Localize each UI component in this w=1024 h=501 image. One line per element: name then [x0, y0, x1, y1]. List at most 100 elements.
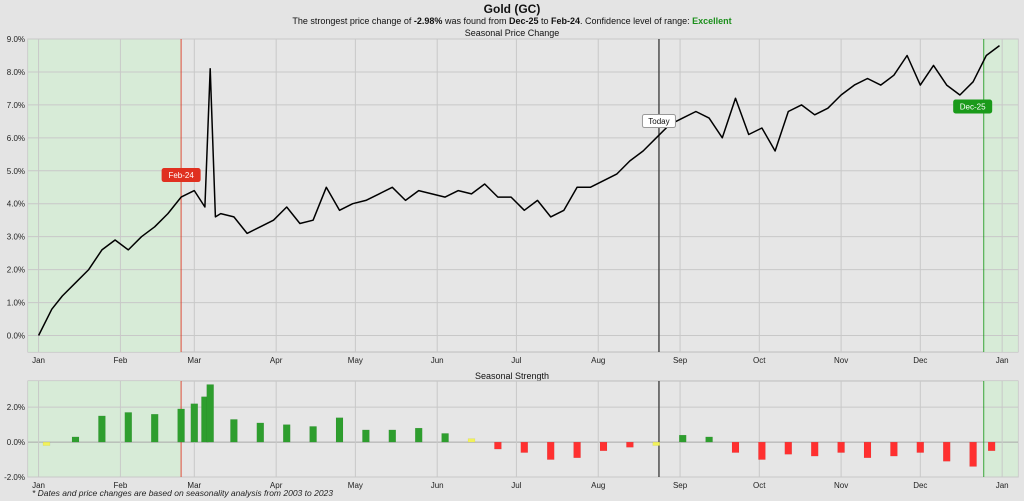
price-x-tick-label: May — [348, 356, 363, 365]
strength-x-tick-label: Jul — [511, 481, 521, 490]
chart-title: Gold (GC) — [483, 2, 541, 16]
strength-x-tick-label: Apr — [270, 481, 283, 490]
strength-bar — [943, 441, 951, 462]
subtitle-prefix: The strongest price change of — [292, 16, 414, 26]
price-y-tick-label: 0.0% — [7, 332, 25, 341]
price-x-tick-label: Apr — [270, 356, 283, 365]
strength-bar — [256, 422, 264, 443]
subtitle-to: Feb-24 — [551, 16, 581, 26]
subtitle-change: -2.98% — [413, 16, 443, 26]
subtitle-mid1: was found from — [442, 16, 509, 26]
subtitle-mid3: . Confidence level of range: — [580, 16, 693, 26]
subtitle-from: Dec-25 — [508, 16, 539, 26]
strength-bar — [731, 441, 740, 453]
price-highlight-start — [28, 39, 182, 352]
strength-bar — [467, 438, 476, 443]
strength-x-tick-label: Jan — [32, 481, 45, 490]
strength-x-tick-label: May — [348, 481, 363, 490]
price-y-tick-label: 2.0% — [7, 266, 25, 275]
price-panel-title: Seasonal Price Change — [464, 28, 560, 38]
price-x-tick-label: Aug — [591, 356, 605, 365]
price-x-tick-label: Sep — [673, 356, 688, 365]
price-y-tick-label: 4.0% — [7, 200, 25, 209]
strength-bar — [494, 441, 502, 450]
strength-bar — [547, 441, 555, 460]
strength-x-tick-label: Feb — [114, 481, 128, 490]
subtitle-confidence: Excellent — [692, 16, 732, 26]
footnote: * Dates and price changes are based on s… — [32, 488, 333, 498]
price-y-tick-label: 1.0% — [7, 299, 25, 308]
price-x-tick-label: Feb — [114, 356, 128, 365]
strength-x-tick-label: Dec — [913, 481, 927, 490]
strength-bar — [98, 415, 106, 443]
price-plot-area — [27, 38, 1019, 353]
strength-bar — [573, 441, 581, 458]
strength-bar — [362, 429, 370, 443]
chart-subtitle: The strongest price change of -2.98% was… — [0, 16, 1024, 26]
strength-bar — [758, 441, 766, 460]
strength-bar — [71, 436, 80, 443]
strength-bar — [679, 434, 687, 443]
strength-bar — [520, 441, 528, 453]
strength-y-tick-label: 0.0% — [7, 438, 25, 447]
price-x-tick-label: Nov — [834, 356, 848, 365]
price-x-tick-label: Jul — [511, 356, 521, 365]
price-x-tick-label: Dec — [913, 356, 927, 365]
marker-badge-dec-25 — [953, 99, 993, 114]
price-x-tick-label: Jan — [996, 356, 1009, 365]
price-x-tick-label: Jan — [32, 356, 45, 365]
price-y-tick-label: 9.0% — [7, 35, 25, 44]
marker-label-dec-25: Dec-25 — [960, 103, 986, 112]
strength-bar — [190, 403, 198, 443]
price-x-tick-label: Jun — [431, 356, 444, 365]
strength-bar — [652, 441, 660, 446]
strength-x-tick-label: Sep — [673, 481, 688, 490]
strength-bar — [124, 412, 132, 443]
strength-y-tick-label: -2.0% — [4, 473, 25, 482]
price-y-tick-label: 6.0% — [7, 134, 25, 143]
strength-bar — [206, 384, 214, 443]
strength-bar — [309, 426, 317, 443]
strength-bar — [784, 441, 792, 455]
strength-bar — [415, 427, 423, 443]
strength-x-tick-label: Mar — [187, 481, 201, 490]
strength-panel-title: Seasonal Strength — [474, 371, 550, 381]
strength-bar — [626, 441, 634, 448]
strength-bar — [42, 441, 51, 446]
strength-bar — [916, 441, 924, 453]
strength-bar — [335, 417, 344, 443]
subtitle-mid2: to — [538, 16, 552, 26]
strength-bar — [890, 441, 898, 457]
price-y-tick-label: 8.0% — [7, 68, 25, 77]
price-y-tick-label: 7.0% — [7, 101, 25, 110]
strength-x-tick-label: Nov — [834, 481, 848, 490]
strength-bar — [388, 429, 396, 443]
marker-badge-today — [641, 114, 676, 129]
strength-x-tick-label: Jun — [431, 481, 444, 490]
marker-label-today: Today — [648, 117, 669, 126]
price-x-tick-label: Oct — [753, 356, 766, 365]
strength-bar — [177, 408, 185, 443]
strength-bar — [969, 441, 977, 467]
strength-bar — [811, 441, 819, 457]
strength-highlight-end — [983, 381, 1018, 477]
price-highlight-end — [983, 39, 1018, 352]
strength-bar — [863, 441, 872, 458]
strength-bar — [599, 441, 608, 451]
strength-y-tick-label: 2.0% — [7, 403, 25, 412]
strength-bar — [837, 441, 845, 453]
strength-bar — [283, 424, 291, 443]
price-y-tick-label: 5.0% — [7, 167, 25, 176]
price-x-tick-label: Mar — [187, 356, 201, 365]
marker-label-feb-24: Feb-24 — [168, 171, 194, 180]
strength-x-tick-label: Jan — [996, 481, 1009, 490]
marker-badge-feb-24 — [161, 168, 201, 183]
strength-bar — [705, 436, 713, 443]
strength-bar — [230, 419, 238, 443]
strength-bar — [151, 414, 159, 443]
price-y-tick-label: 3.0% — [7, 233, 25, 242]
strength-x-tick-label: Oct — [753, 481, 766, 490]
strength-x-tick-label: Aug — [591, 481, 605, 490]
price-series-line — [37, 45, 1000, 336]
